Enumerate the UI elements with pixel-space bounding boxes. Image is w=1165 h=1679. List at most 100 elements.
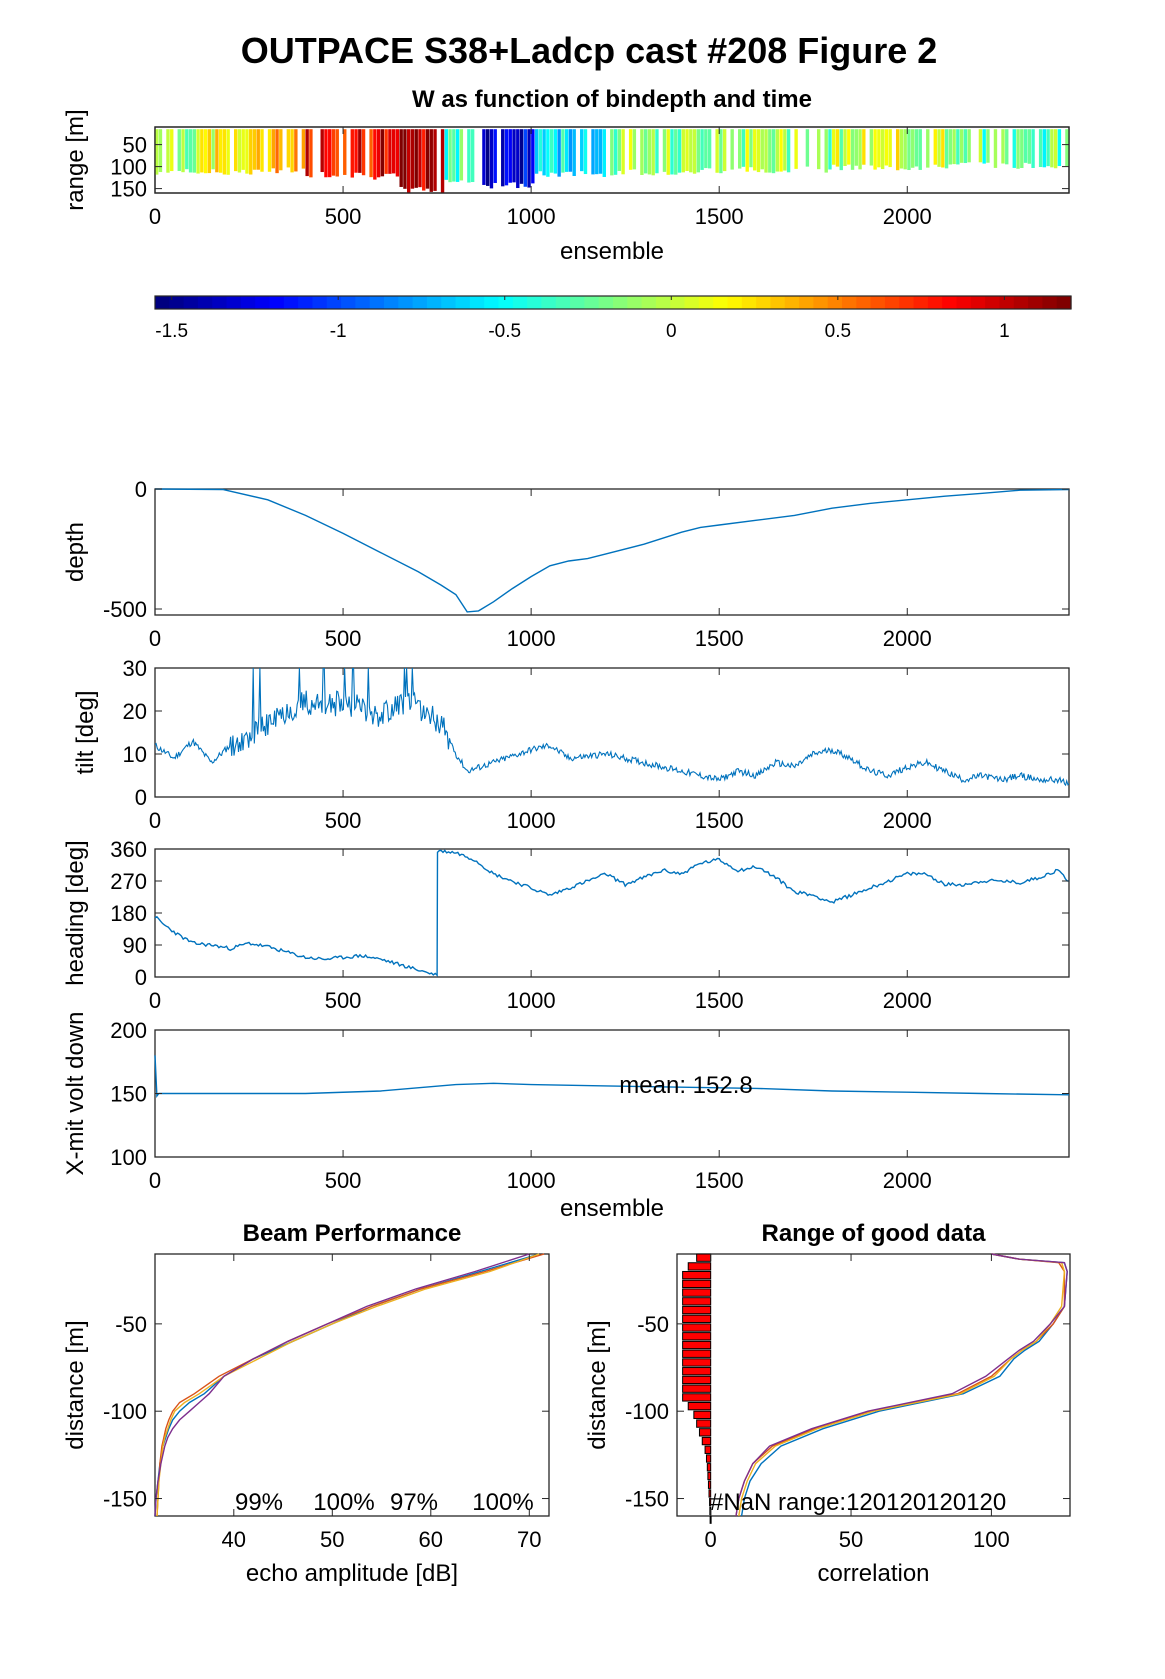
w-profile-cell (666, 129, 670, 175)
y-axis-label: X-mit volt down (62, 1011, 89, 1175)
w-profile-cell (982, 129, 986, 164)
colorbar-swatch (570, 296, 585, 309)
x-tick-label: 500 (325, 204, 362, 229)
w-profile-cell (768, 129, 772, 173)
beam-series-2 (156, 1253, 545, 1517)
colorbar-swatch (355, 296, 371, 309)
w-profile-cell (617, 129, 622, 171)
w-profile-cell (899, 129, 904, 169)
w-profile-cell (738, 129, 742, 169)
w-profile-cell (260, 129, 264, 172)
x-tick-label: 1500 (695, 204, 744, 229)
w-profile-cell (237, 129, 242, 173)
w-image-frame (154, 126, 1070, 194)
w-profile-cell (1042, 129, 1047, 168)
w-profile-cell (914, 129, 919, 167)
w-profile-cell (538, 129, 543, 172)
w-profile-cell (188, 129, 193, 173)
colorbar-swatch (770, 296, 786, 309)
y-axis-label: tilt [deg] (72, 690, 99, 774)
w-profile-cell (944, 129, 949, 169)
colorbar-swatch (655, 296, 671, 309)
w-profile-cell (181, 129, 185, 173)
w-profile-cell (959, 129, 964, 163)
nan-bars (682, 1253, 712, 1524)
colorbar-swatch (1056, 296, 1072, 309)
w-profile-cell (948, 129, 953, 165)
w-profile-cell (1046, 129, 1050, 167)
colorbar-swatch (813, 296, 829, 309)
w-profile-cell (512, 129, 516, 183)
w-profile-cell (832, 129, 836, 165)
x-tick-label: 1500 (695, 808, 744, 833)
y-tick-label: 200 (110, 1018, 147, 1043)
w-profile-cell (598, 129, 603, 174)
w-profile-cell (301, 129, 306, 169)
y-tick-label: 150 (110, 1082, 147, 1107)
w-profile-cell (621, 129, 625, 175)
y-tick-label: 50 (123, 133, 147, 158)
w-profile-cell (1065, 129, 1069, 166)
colorbar-swatch (1013, 296, 1029, 309)
w-profile-cell (689, 129, 693, 173)
nan-bar (696, 1253, 712, 1262)
w-profile-cell (918, 129, 922, 170)
nan-bar (682, 1358, 712, 1367)
nan-bar (682, 1288, 712, 1297)
correlation-series-3 (738, 1253, 1066, 1517)
w-profile-cell (760, 129, 764, 170)
x-tick-label: 1000 (507, 988, 556, 1013)
w-image-cells (155, 129, 1069, 193)
w-profile-cell (564, 129, 569, 172)
depth-line (154, 488, 1070, 613)
w-profile-cell (715, 129, 719, 173)
colorbar-swatch (384, 296, 399, 309)
w-profile-cell (967, 129, 971, 163)
x-tick-label: 500 (325, 988, 362, 1013)
nan-bar (682, 1384, 712, 1393)
colorbar-swatch (756, 296, 772, 309)
w-profile-cell (185, 129, 189, 170)
nan-bar (682, 1367, 712, 1376)
w-profile-cell (309, 129, 313, 178)
w-profile-cell (527, 129, 531, 188)
w-profile-cell (467, 129, 471, 183)
colorbar-swatch (312, 296, 328, 309)
w-profile-cell (361, 129, 366, 176)
w-profile-cell (681, 129, 685, 173)
x-tick-label: 0 (149, 1168, 161, 1193)
y-tick-label: -100 (103, 1399, 147, 1424)
w-profile-cell (275, 129, 279, 174)
w-profile-cell (1057, 129, 1062, 167)
w-profile-cell (816, 129, 821, 170)
y-tick-label: 100 (110, 1145, 147, 1170)
w-profile-cell (1016, 129, 1020, 169)
w-profile-cell (591, 129, 595, 175)
w-profile-cell (858, 129, 862, 170)
colorbar-tick-label: 0 (666, 321, 677, 342)
x-tick-label: 1000 (507, 808, 556, 833)
y-axis-label: depth (62, 522, 89, 582)
y-tick-label: 10 (123, 742, 147, 767)
y-tick-label: 270 (110, 869, 147, 894)
colorbar-swatch (899, 296, 915, 309)
w-profile-cell (986, 129, 990, 163)
colorbar-swatch (412, 296, 428, 309)
w-profile-cell (1005, 129, 1009, 165)
w-profile-cell (877, 129, 881, 168)
x-tick-label: 0 (149, 988, 161, 1013)
w-profile-cell (177, 129, 181, 171)
colorbar-swatch (469, 296, 485, 309)
colorbar-swatch (741, 296, 757, 309)
y-tick-label: 180 (110, 901, 147, 926)
w-profile-cell (320, 129, 324, 173)
colorbar-swatch (527, 296, 543, 309)
w-profile-cell (286, 129, 291, 168)
w-profile-cell (455, 129, 460, 182)
nan-bar (682, 1323, 712, 1332)
w-profile-cell (245, 129, 249, 174)
y-axis-label: distance [m] (62, 1320, 89, 1449)
x-axis-label: echo amplitude [dB] (246, 1560, 458, 1587)
x-tick-label: 1000 (507, 204, 556, 229)
